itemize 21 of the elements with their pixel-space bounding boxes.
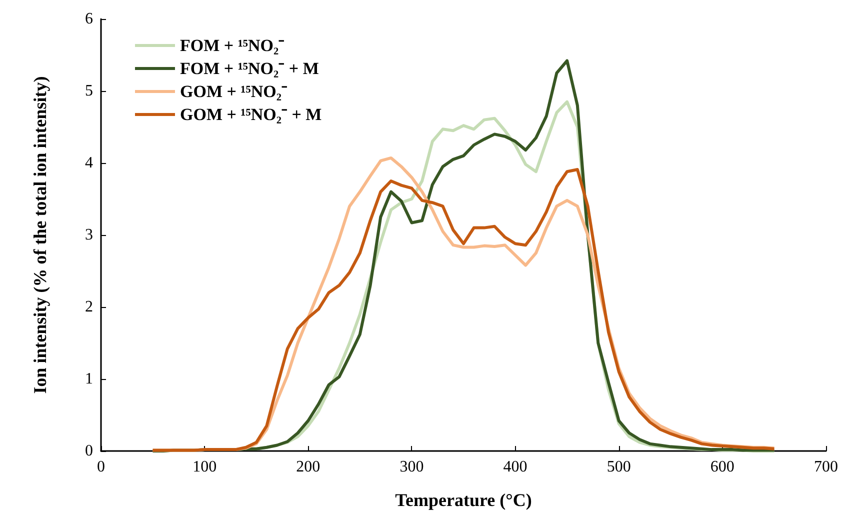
y-tick-label: 2 [85,298,93,316]
legend-label: GOM + ¹⁵NO₂⁻ [180,82,288,101]
x-axis-title: Temperature (°C) [395,490,532,510]
x-tick-label: 700 [814,458,838,476]
y-tick-label: 4 [85,154,93,172]
legend-label: GOM + ¹⁵NO₂⁻ + M [180,105,322,124]
y-tick-label: 0 [85,442,93,460]
x-tick-label: 100 [192,458,217,476]
y-tick-label: 6 [85,10,93,28]
legend-label: FOM + ¹⁵NO₂⁻ [180,36,285,55]
x-tick-label: 0 [97,458,105,476]
y-tick-label: 3 [85,226,93,244]
x-tick-label: 200 [296,458,320,476]
y-tick-label: 1 [85,370,93,388]
x-tick-label: 400 [503,458,528,476]
x-tick-label: 300 [400,458,424,476]
x-tick-label: 500 [606,458,631,476]
legend-label: FOM + ¹⁵NO₂⁻ + M [180,59,319,78]
y-axis-title: Ion intensity (% of the total ion intensity) [30,76,50,394]
x-tick-label: 600 [710,458,734,476]
y-tick-label: 5 [85,82,93,100]
